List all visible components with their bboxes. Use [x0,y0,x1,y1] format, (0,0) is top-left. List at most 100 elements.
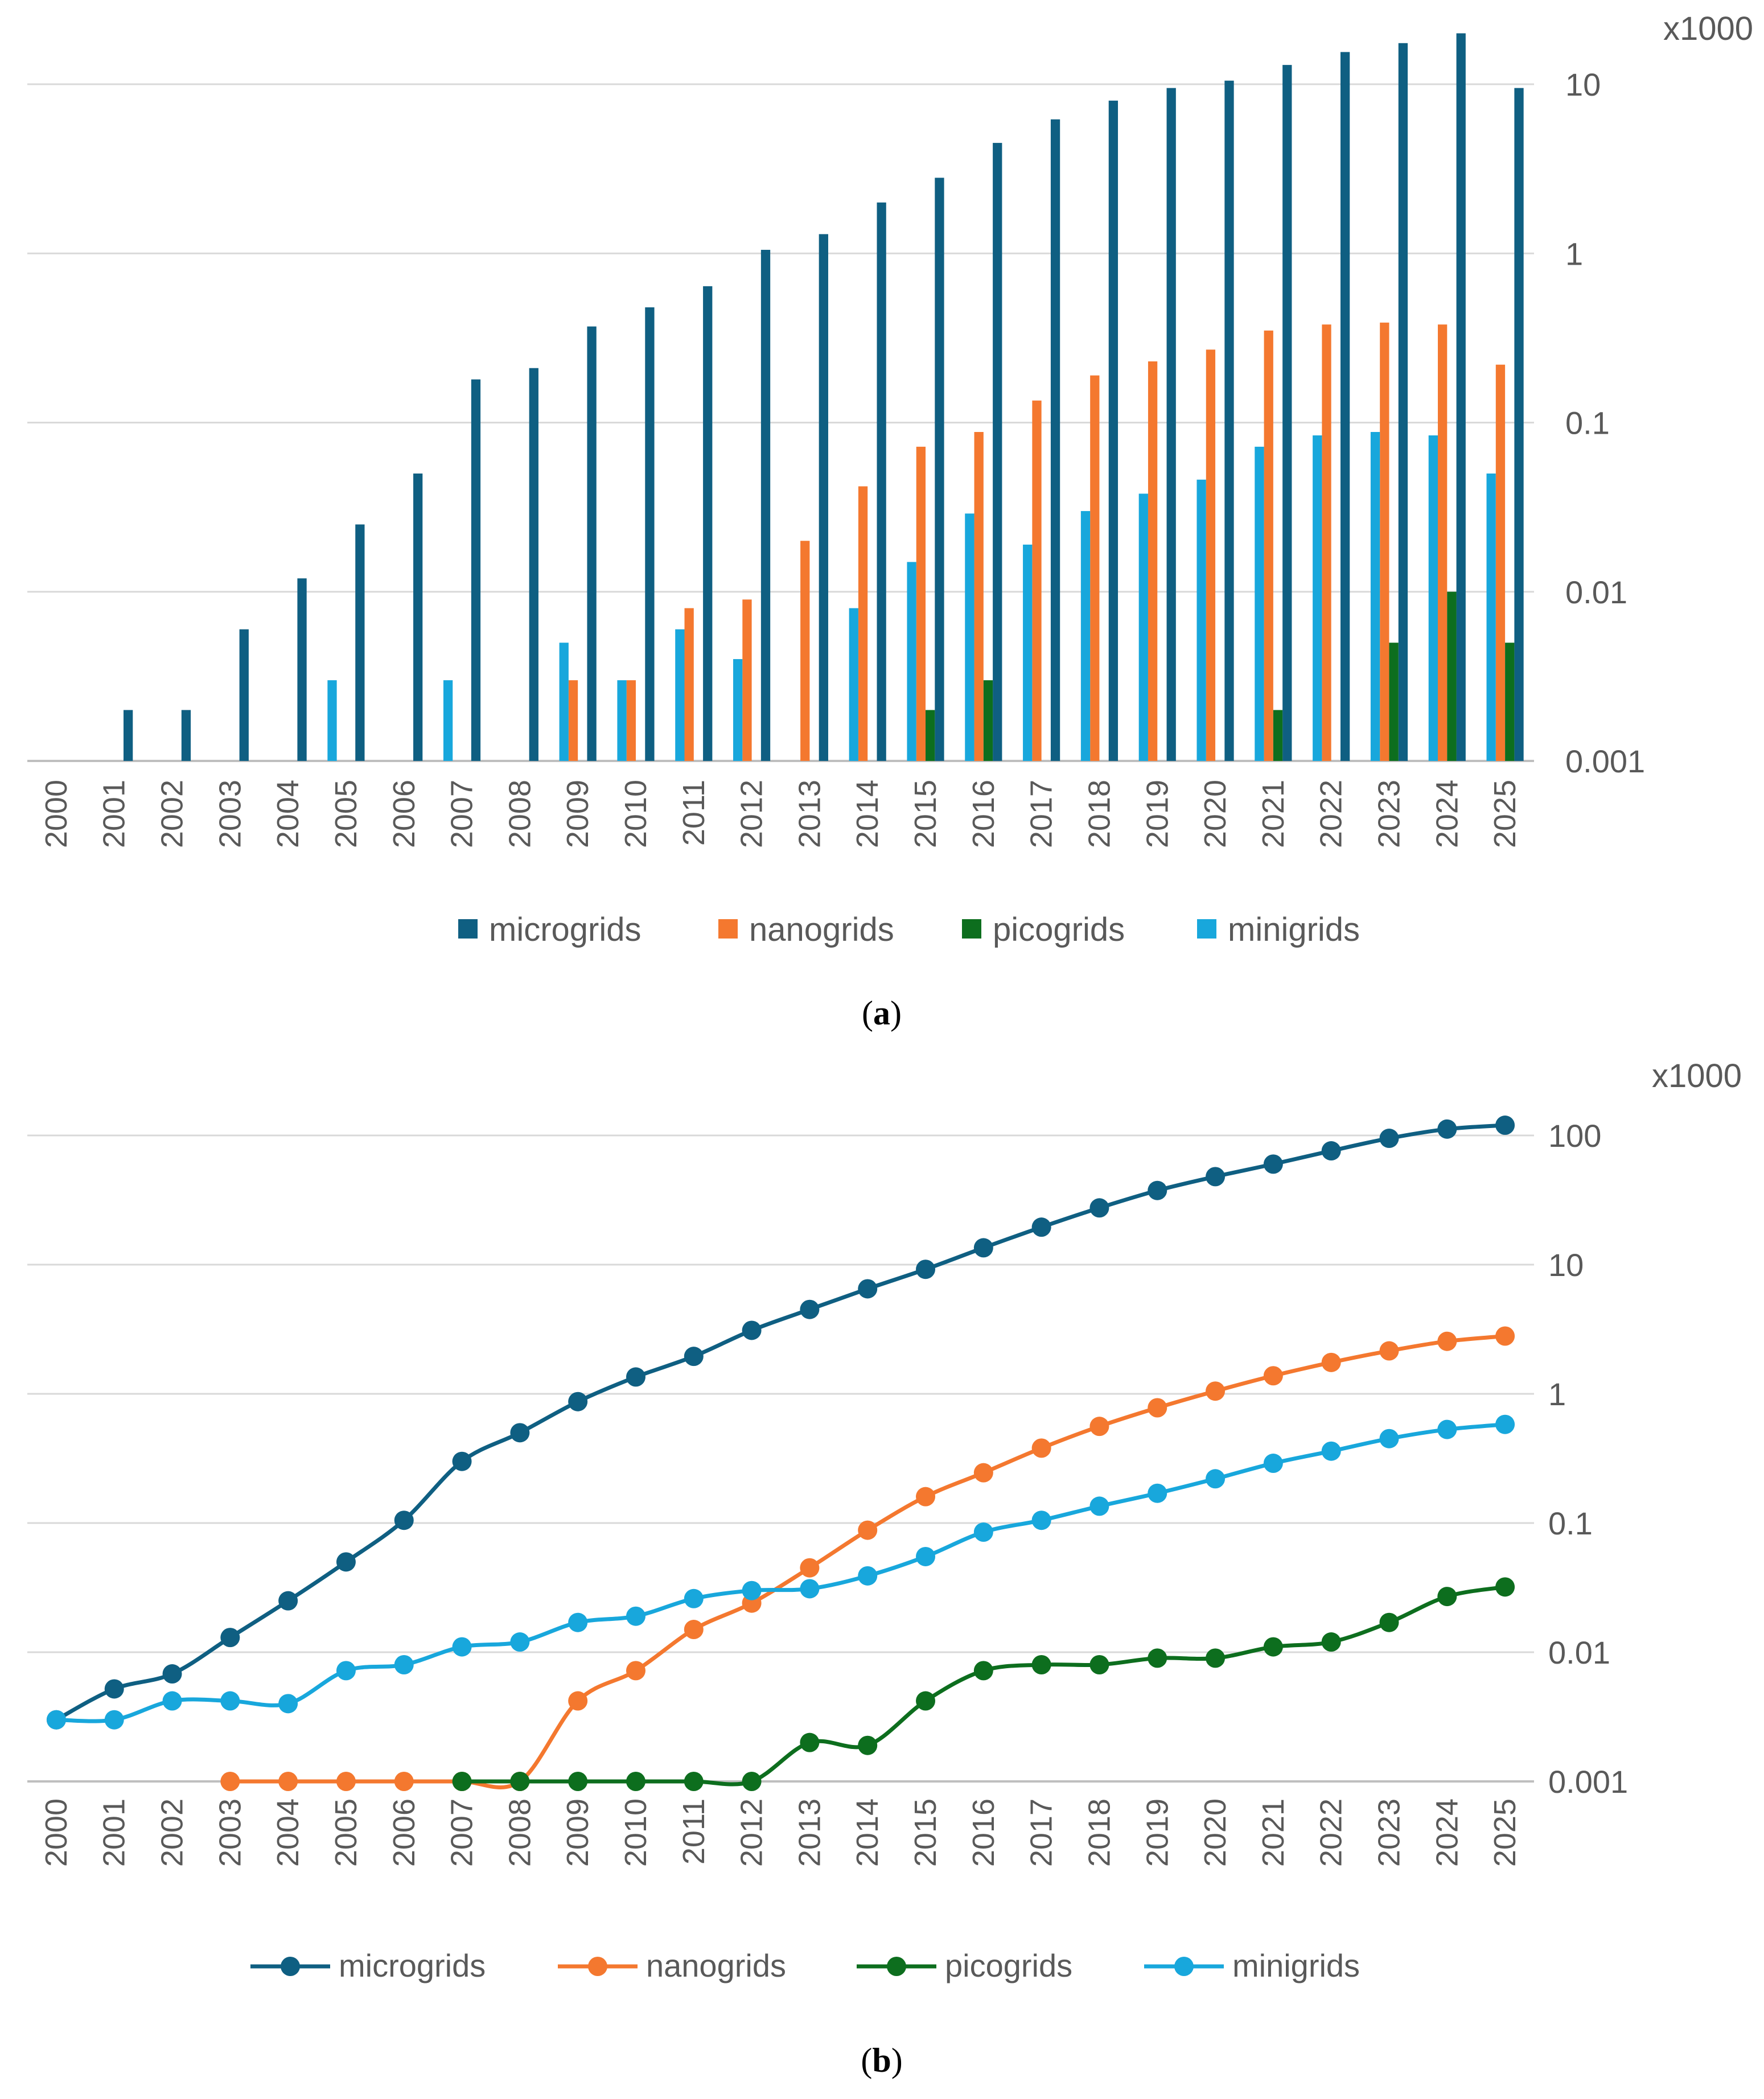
legend-item-minigrids: minigrids [1144,1948,1360,1983]
minigrids-point [1321,1441,1341,1461]
nanogrids-point [394,1772,414,1791]
x-tick-label: 2007 [445,1798,479,1867]
minigrids-point [162,1691,182,1711]
minigrids-bar [559,643,569,761]
microgrids-bar [587,326,597,761]
x-tick-label: 2003 [213,1798,247,1867]
legend-marker [281,1957,300,1976]
nanogrids-bar [1090,375,1100,761]
minigrids-bar [1313,435,1322,761]
y-tick-label: 0.1 [1548,1505,1593,1541]
microgrids-bar [355,524,365,761]
y-tick-labels: 0.001 0.01 0.1 1 10 [1565,67,1645,779]
microgrids-series [46,1116,1515,1730]
picogrids-point [1379,1612,1399,1632]
microgrids-bar [124,710,133,761]
microgrids-point [1495,1116,1515,1135]
minigrids-series [46,1414,1515,1730]
nanogrids-bar [626,680,636,761]
microgrids-bar [703,286,713,761]
y-tick-label: 0.01 [1565,574,1627,610]
x-tick-label: 2002 [155,1798,190,1867]
microgrids-bar [413,473,423,761]
legend-item-nanogrids: nanogrids [718,911,894,948]
bar-chart-panel-a: 0.001 0.01 0.1 1 10 2000 2001 2002 2003 2004 2005… [27,10,1753,1032]
picogrids-bar [983,680,993,761]
microgrids-point [916,1260,936,1279]
nanogrids-point [858,1520,878,1540]
nanogrids-point [568,1691,588,1711]
y-tick-label: 0.01 [1548,1635,1610,1670]
nanogrids-point [336,1772,356,1791]
minigrids-point [220,1691,240,1711]
x-tick-label: 2014 [850,780,885,848]
x-tick-label: 2006 [387,780,421,848]
x-tick-labels: 2000 2001 2002 2003 2004 2005 2006 2007 2008 2009… [39,780,1522,848]
microgrids-bar [471,379,481,761]
microgrids-point [1148,1180,1167,1200]
y-tick-labels: 0.001 0.01 0.1 1 10 100 [1548,1118,1628,1800]
legend-marker [588,1957,607,1976]
microgrids-bar [1166,88,1176,761]
nanogrids-bar [1380,322,1389,761]
x-tick-label: 2008 [503,780,537,848]
microgrids-bar [529,368,538,761]
microgrids-point [452,1451,472,1471]
x-tick-label: 2001 [97,780,131,848]
picogrids-point [1495,1577,1515,1597]
nanogrids-bar [1032,400,1042,761]
microgrids-point [278,1591,298,1611]
minigrids-point [1148,1483,1167,1503]
microgrids-bar [1224,80,1234,762]
x-tick-label: 2025 [1488,1798,1522,1867]
minigrids-point [278,1694,298,1714]
minigrids-point [394,1654,414,1674]
picogrids-bar [1273,710,1283,761]
legend-marker [887,1957,906,1976]
picogrids-series [452,1577,1515,1791]
legend-label: nanogrids [749,911,894,948]
x-tick-label: 2004 [271,780,305,848]
picogrids-point [1321,1632,1341,1652]
y-tick-label: 10 [1548,1247,1584,1283]
nanogrids-point [973,1463,993,1483]
nanogrids-bar [974,432,984,761]
x-tick-label: 2004 [271,1798,305,1867]
nanogrids-point [626,1661,645,1681]
minigrids-bar [965,513,974,761]
x-tick-label: 2011 [677,1798,711,1865]
x-tick-label: 2017 [1025,1798,1059,1867]
microgrids-bar [935,178,944,761]
minigrids-bar [1023,544,1033,761]
x-tick-label: 2023 [1372,780,1406,848]
picogrids-point [1263,1637,1283,1657]
x-tick-label: 2025 [1488,780,1522,848]
y-tick-label: 1 [1565,236,1583,271]
nanogrids-bar [1148,361,1158,761]
minigrids-point [1263,1454,1283,1474]
legend-label: picogrids [993,911,1125,948]
x-tick-label: 2012 [735,780,769,848]
legend-label: picogrids [945,1948,1072,1983]
x-tick-label: 2020 [1198,780,1232,848]
microgrids-point [800,1299,820,1319]
legend-swatch [1197,919,1216,939]
minigrids-bar [1255,446,1264,761]
picogrids-point [1206,1648,1226,1668]
legend-item-picogrids: picogrids [857,1948,1072,1983]
x-tick-label: 2024 [1430,780,1464,848]
minigrids-bar [675,629,685,761]
nanogrids-series [220,1326,1515,1791]
legend: microgrids nanogrids picogrids minigrids [250,1948,1360,1983]
legend-item-picogrids: picogrids [962,911,1125,948]
minigrids-bar [327,680,337,761]
x-tick-label: 2003 [213,780,247,848]
nanogrids-point [1379,1341,1399,1361]
x-tick-label: 2016 [967,780,1001,848]
x-tick-label: 2005 [329,780,363,848]
microgrids-point [162,1664,182,1684]
minigrids-bar [1486,473,1496,761]
microgrids-point [973,1238,993,1258]
minigrids-point [742,1581,762,1600]
